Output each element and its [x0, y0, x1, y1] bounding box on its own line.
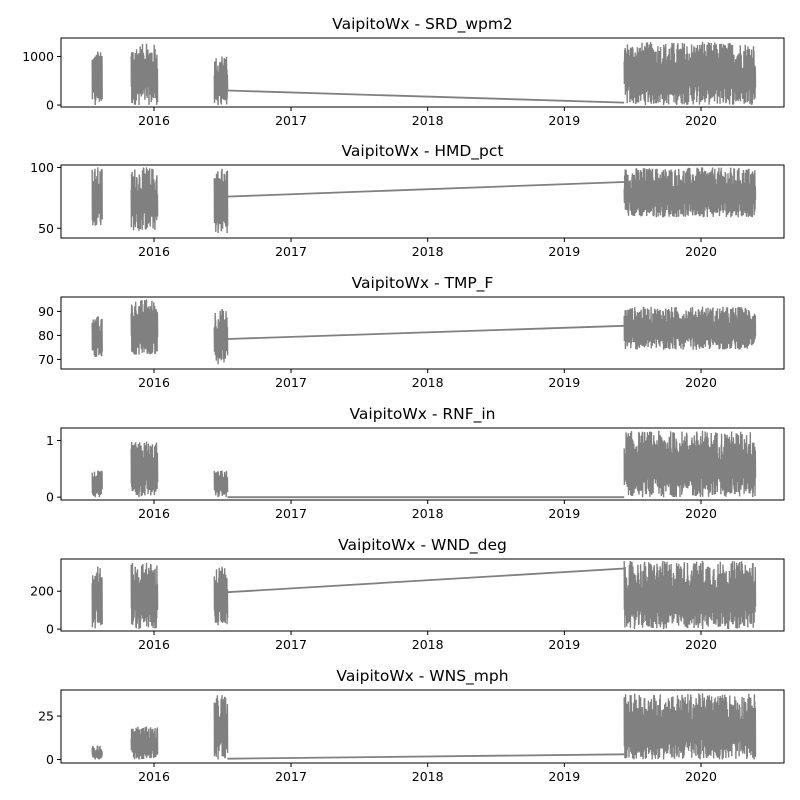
- y-tick-label: 0: [46, 752, 54, 767]
- gap-line: [227, 181, 625, 198]
- x-tick-label: 2019: [548, 375, 580, 390]
- x-tick-label: 2016: [138, 637, 170, 652]
- chart-title: VaipitoWx - WND_deg: [338, 536, 507, 555]
- x-tick-label: 2019: [548, 506, 580, 521]
- y-tick-label: 90: [38, 304, 54, 319]
- data-segment-2: [130, 43, 159, 106]
- x-tick-label: 2020: [685, 113, 717, 128]
- plot-frame: [60, 164, 785, 239]
- y-tick-label: 0: [46, 490, 54, 505]
- x-tick-label: 2017: [275, 637, 307, 652]
- data-segment-1: [91, 167, 103, 226]
- x-tick-label: 2017: [275, 375, 307, 390]
- x-tick-label: 2016: [138, 244, 170, 259]
- plot-frame: [60, 558, 785, 632]
- x-tick-label: 2020: [685, 769, 717, 784]
- data-segment-3: [213, 56, 229, 106]
- x-tick-label: 2018: [412, 637, 444, 652]
- plot-frame: [60, 37, 785, 108]
- x-tick-label: 2018: [412, 769, 444, 784]
- x-tick-label: 2016: [138, 769, 170, 784]
- x-tick-label: 2018: [412, 113, 444, 128]
- data-segment-1: [91, 566, 103, 629]
- x-tick-label: 2016: [138, 375, 170, 390]
- y-tick-label: 25: [38, 709, 54, 724]
- chart-panel-3: VaipitoWx - TMP_F 2016 2017 2018 2019 2020 70 8…: [38, 274, 785, 390]
- y-tick-label: 70: [38, 352, 54, 367]
- x-tick-label: 2016: [138, 506, 170, 521]
- data-segment-4: [623, 693, 757, 760]
- y-tick-label: 80: [38, 328, 54, 343]
- y-tick-label: 0: [46, 622, 54, 637]
- x-tick-label: 2018: [412, 244, 444, 259]
- y-tick-label: 100: [30, 160, 54, 175]
- y-tick-label: 1000: [22, 49, 54, 64]
- x-tick-label: 2020: [685, 244, 717, 259]
- plot-frame: [60, 296, 785, 370]
- chart-title: VaipitoWx - WNS_mph: [336, 667, 508, 686]
- data-segment-4: [623, 560, 757, 630]
- x-tick-label: 2019: [548, 769, 580, 784]
- x-tick-label: 2017: [275, 506, 307, 521]
- x-tick-label: 2019: [548, 244, 580, 259]
- x-tick-label: 2019: [548, 637, 580, 652]
- x-tick-label: 2020: [685, 506, 717, 521]
- data-segment-1: [91, 316, 103, 358]
- x-tick-label: 2020: [685, 637, 717, 652]
- chart-title: VaipitoWx - HMD_pct: [341, 142, 503, 161]
- data-segment-2: [130, 441, 159, 498]
- y-tick-label: 0: [46, 98, 54, 113]
- data-segment-2: [130, 299, 159, 355]
- data-segment-4: [623, 167, 757, 218]
- chart-title: VaipitoWx - RNF_in: [349, 405, 495, 424]
- data-segment-3: [213, 168, 229, 234]
- chart-panel-2: VaipitoWx - HMD_pct 2016 2017 2018 2019 2020 5…: [30, 142, 785, 259]
- data-segment-3: [213, 308, 229, 365]
- x-tick-label: 2019: [548, 113, 580, 128]
- chart-title: VaipitoWx - TMP_F: [352, 274, 494, 293]
- data-segment-2: [130, 562, 159, 630]
- plot-frame: [60, 427, 785, 501]
- data-segment-2: [130, 167, 159, 231]
- x-tick-label: 2018: [412, 375, 444, 390]
- x-tick-label: 2017: [275, 769, 307, 784]
- data-segment-3: [213, 566, 229, 626]
- data-segment-4: [623, 306, 757, 350]
- data-segment-2: [130, 726, 159, 760]
- x-tick-label: 2018: [412, 506, 444, 521]
- gap-line: [227, 567, 625, 594]
- y-tick-label: 1: [46, 433, 54, 448]
- data-segment-4: [623, 430, 757, 498]
- chart-panel-6: VaipitoWx - WNS_mph 2016 2017 2018 2019 2020 0…: [38, 667, 785, 784]
- x-tick-label: 2017: [275, 244, 307, 259]
- data-segment-1: [91, 51, 103, 106]
- gap-line: [227, 324, 625, 340]
- data-segment-4: [623, 41, 757, 106]
- plot-frame: [60, 689, 785, 764]
- data-segment-1: [91, 470, 103, 498]
- y-tick-label: 200: [30, 584, 54, 599]
- gap-line: [227, 753, 625, 760]
- y-tick-label: 50: [38, 221, 54, 236]
- data-segment-3: [213, 470, 229, 498]
- x-tick-label: 2017: [275, 113, 307, 128]
- chart-panel-1: VaipitoWx - SRD_wpm2 2016 2017 2018 2019 2020…: [22, 15, 785, 128]
- chart-panel-4: VaipitoWx - RNF_in 2016 2017 2018 2019 2020 0 1: [46, 405, 785, 521]
- data-segment-1: [91, 745, 103, 760]
- data-segment-3: [213, 695, 229, 760]
- x-tick-label: 2016: [138, 113, 170, 128]
- x-tick-label: 2020: [685, 375, 717, 390]
- gap-line: [227, 89, 625, 104]
- chart-title: VaipitoWx - SRD_wpm2: [332, 15, 513, 34]
- chart-panel-5: VaipitoWx - WND_deg 2016 2017 2018 2019 2020 0…: [30, 536, 785, 652]
